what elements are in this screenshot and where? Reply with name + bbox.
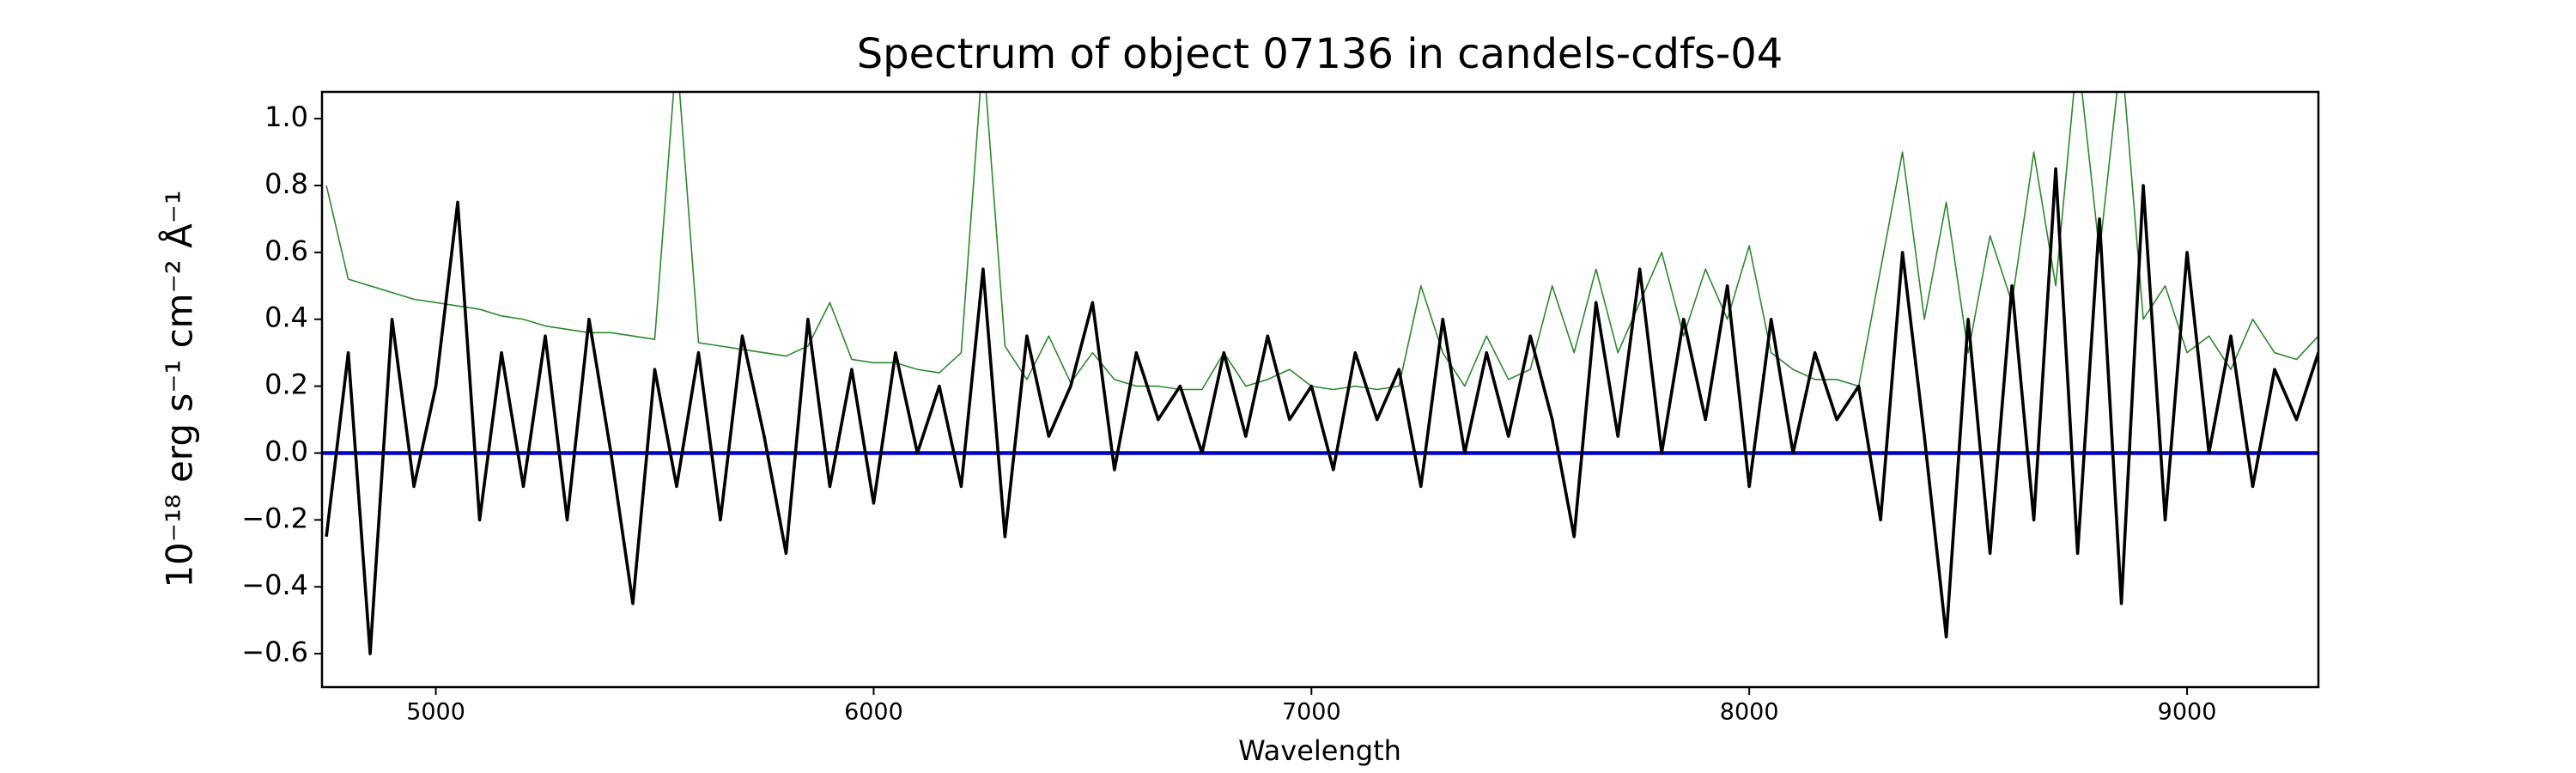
y-tick-label: −0.2 <box>241 502 308 534</box>
y-tick-label: 0.6 <box>264 234 308 267</box>
chart-title: Spectrum of object 07136 in candels-cdfs… <box>857 30 1783 78</box>
y-tick-label: −0.4 <box>241 569 308 601</box>
x-tick-label: 5000 <box>406 699 465 726</box>
y-tick-label: 1.0 <box>264 100 308 133</box>
y-tick-label: 0.2 <box>264 368 308 401</box>
x-tick-label: 6000 <box>844 699 903 726</box>
x-tick-label: 7000 <box>1282 699 1341 726</box>
y-tick-label: 0.8 <box>264 167 308 200</box>
y-tick-label: 0.0 <box>264 435 308 467</box>
x-tick-label: 9000 <box>2158 699 2217 726</box>
plot-area <box>322 92 2318 655</box>
x-axis-label: Wavelength <box>1238 734 1401 767</box>
y-tick-label: 0.4 <box>264 301 308 334</box>
y-tick-label: −0.6 <box>241 636 308 668</box>
plot-frame <box>320 90 2320 689</box>
spectrum-line <box>325 167 2318 655</box>
x-tick-label: 8000 <box>1720 699 1779 726</box>
y-axis-label: 10⁻¹⁸ erg s⁻¹ cm⁻² Å⁻¹ <box>158 190 201 587</box>
spectrum-line <box>325 92 2318 391</box>
